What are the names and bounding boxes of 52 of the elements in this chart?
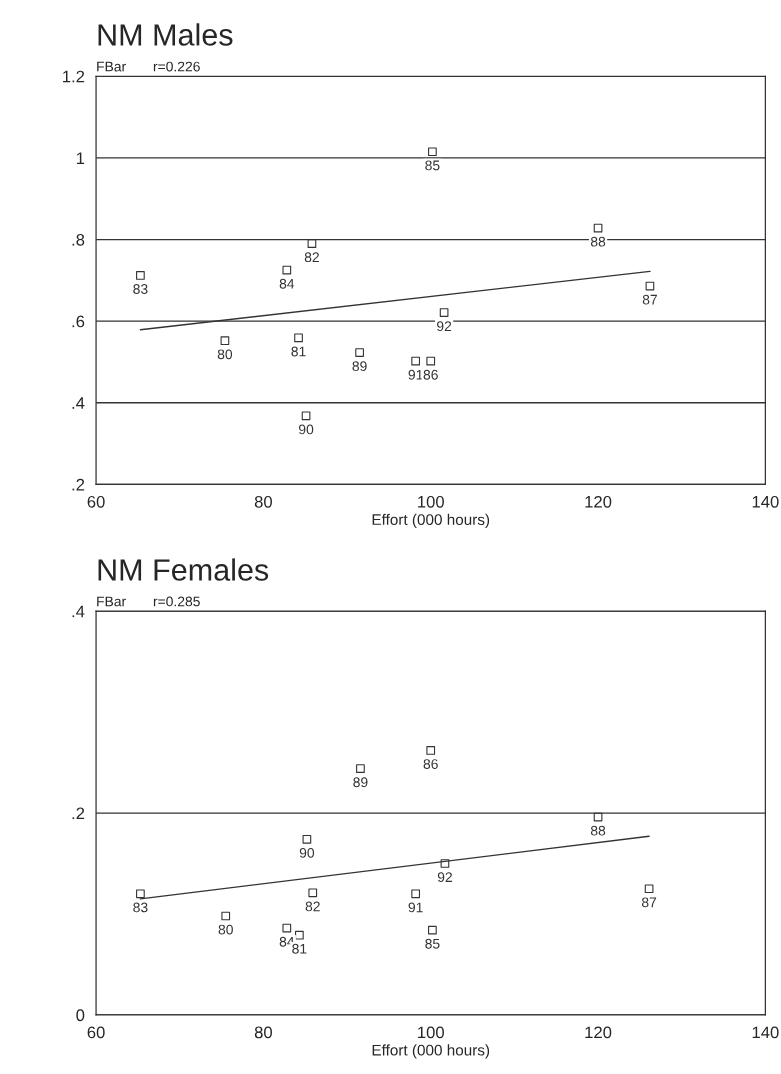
annotation: 92 — [437, 872, 452, 883]
annotation: 82 — [304, 252, 319, 263]
y-tick-label: .4 — [72, 397, 85, 409]
x-tick-label: 60 — [87, 495, 105, 508]
x-tick-label: 80 — [254, 495, 273, 508]
x-tick-label: 80 — [254, 1026, 273, 1039]
x-tick-label: 100 — [418, 495, 444, 508]
x-axis-title: Effort (000 hours) — [372, 1044, 490, 1059]
annotation: 80 — [218, 924, 233, 935]
chart-title: NM Males — [98, 23, 233, 46]
y-tick-label: .2 — [72, 807, 85, 820]
annotation: 88 — [590, 236, 606, 247]
annotation: 86 — [423, 369, 438, 380]
y-tick-label: 1 — [76, 152, 85, 164]
x-tick-label: 100 — [418, 1026, 444, 1039]
annotation: 85 — [425, 938, 440, 949]
annotation: 91 — [408, 902, 423, 913]
chart-title: NM Females — [98, 558, 269, 581]
annotation: 87 — [641, 897, 657, 908]
x-tick-label: 140 — [752, 1026, 779, 1039]
y-tick-label: 0 — [76, 1009, 85, 1022]
y-axis-title: FBar — [97, 61, 126, 72]
y-axis-title: FBar — [97, 596, 126, 607]
annotation: 91 — [408, 369, 423, 380]
y-tick-label: .8 — [72, 233, 85, 246]
annotation: 84 — [279, 278, 295, 289]
y-tick-label: .6 — [72, 315, 85, 328]
x-tick-label: 120 — [585, 495, 612, 508]
annotation: 81 — [291, 346, 306, 357]
annotation: 86 — [423, 759, 438, 769]
y-tick-label: .4 — [72, 605, 85, 618]
annotation: 81 — [292, 943, 307, 954]
x-tick-label: 140 — [752, 495, 779, 508]
annotation: 82 — [305, 901, 320, 912]
annotation: 88 — [590, 825, 606, 836]
annotation: 89 — [352, 361, 367, 372]
annotation: 92 — [437, 321, 452, 332]
annotation: 83 — [133, 284, 148, 294]
text: r=0.226 — [153, 61, 200, 72]
x-axis-title: Effort (000 hours) — [372, 513, 490, 529]
annotation: 87 — [642, 294, 657, 305]
annotation: 85 — [425, 160, 440, 171]
x-tick-label: 120 — [585, 1026, 612, 1039]
x-tick-label: 60 — [87, 1026, 105, 1039]
annotation: 89 — [353, 777, 368, 788]
annotation: 83 — [133, 902, 148, 913]
annotation: 90 — [299, 847, 315, 858]
y-tick-label: .2 — [72, 478, 85, 491]
text: r=0.285 — [153, 596, 200, 607]
y-tick-label: 1.2 — [63, 70, 85, 83]
annotation: 80 — [217, 349, 233, 360]
annotation: 90 — [298, 424, 314, 435]
